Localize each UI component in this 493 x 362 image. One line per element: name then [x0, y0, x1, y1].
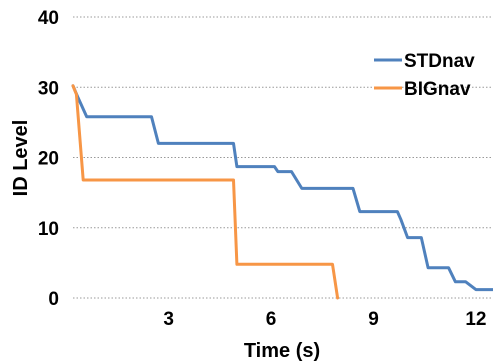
series-line-stdnav [71, 84, 493, 292]
series-lines [71, 84, 493, 300]
x-axis-label: Time (s) [244, 340, 320, 362]
y-axis-label: ID Level [10, 120, 32, 197]
legend-label-stdnav: STDnav [404, 51, 475, 72]
x-tick-12: 12 [465, 309, 486, 330]
y-tick-10: 10 [38, 219, 59, 240]
x-tick-3: 3 [163, 309, 174, 330]
x-tick-9: 9 [368, 309, 379, 330]
legend-label-bignav: BIGnav [404, 79, 471, 100]
x-tick-6: 6 [266, 309, 277, 330]
y-tick-20: 20 [38, 149, 59, 170]
x-tick-labels: 3 6 9 12 [163, 309, 486, 330]
series-line-bignav [71, 84, 340, 300]
y-tick-0: 0 [48, 289, 59, 310]
legend: STDnav BIGnav [374, 51, 475, 100]
y-tick-30: 30 [38, 78, 59, 99]
y-tick-labels: 0 10 20 30 40 [38, 8, 59, 310]
y-tick-40: 40 [38, 8, 59, 29]
grid-lines [73, 16, 493, 299]
